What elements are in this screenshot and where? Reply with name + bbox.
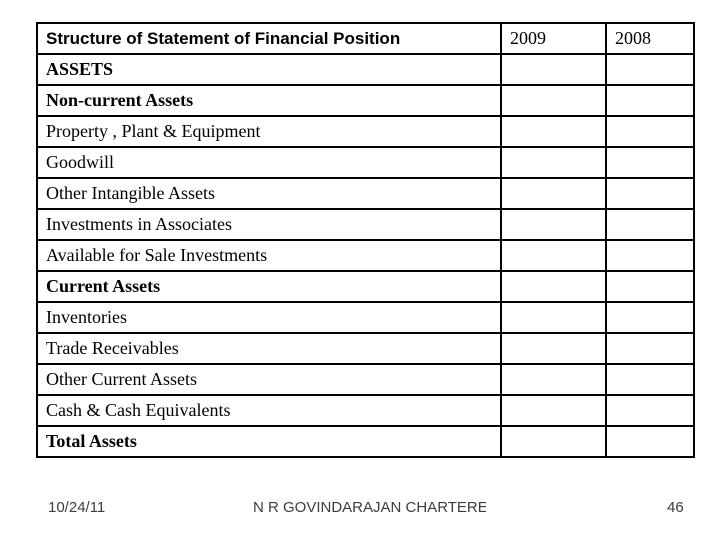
value-cell-2008 <box>605 146 695 179</box>
footer-date: 10/24/11 <box>48 499 106 516</box>
value-cell-2009 <box>500 53 607 86</box>
footer-page-number: 46 <box>667 499 684 516</box>
table-row: Other Intangible Assets <box>36 177 695 210</box>
row-label: Goodwill <box>36 146 502 179</box>
column-header-2008: 2008 <box>605 22 695 55</box>
value-cell-2009 <box>500 177 607 210</box>
table-row: Inventories <box>36 301 695 334</box>
row-label: Current Assets <box>36 270 502 303</box>
value-cell-2009 <box>500 425 607 458</box>
value-cell-2008 <box>605 394 695 427</box>
row-label: Other Current Assets <box>36 363 502 396</box>
table-row: Available for Sale Investments <box>36 239 695 272</box>
value-cell-2008 <box>605 270 695 303</box>
table-body: ASSETS Non-current Assets Property , Plant… <box>36 53 695 458</box>
value-cell-2008 <box>605 84 695 117</box>
column-header-2009: 2009 <box>500 22 607 55</box>
value-cell-2009 <box>500 208 607 241</box>
value-cell-2008 <box>605 425 695 458</box>
table-row: Current Assets <box>36 270 695 303</box>
table-row: ASSETS <box>36 53 695 86</box>
value-cell-2009 <box>500 363 607 396</box>
table-row: Investments in Associates <box>36 208 695 241</box>
row-label: Cash & Cash Equivalents <box>36 394 502 427</box>
row-label: Property , Plant & Equipment <box>36 115 502 148</box>
value-cell-2009 <box>500 239 607 272</box>
row-label: Available for Sale Investments <box>36 239 502 272</box>
table-row: Other Current Assets <box>36 363 695 396</box>
value-cell-2009 <box>500 115 607 148</box>
table-title: Structure of Statement of Financial Posi… <box>36 22 502 55</box>
value-cell-2008 <box>605 332 695 365</box>
table-row: Non-current Assets <box>36 84 695 117</box>
value-cell-2008 <box>605 53 695 86</box>
value-cell-2008 <box>605 115 695 148</box>
row-label: Other Intangible Assets <box>36 177 502 210</box>
value-cell-2008 <box>605 363 695 396</box>
value-cell-2009 <box>500 301 607 334</box>
table-row: Goodwill <box>36 146 695 179</box>
value-cell-2009 <box>500 332 607 365</box>
value-cell-2008 <box>605 239 695 272</box>
value-cell-2009 <box>500 394 607 427</box>
financial-position-table: Structure of Statement of Financial Posi… <box>36 22 695 458</box>
table-header-row: Structure of Statement of Financial Posi… <box>36 22 695 55</box>
table-row: Property , Plant & Equipment <box>36 115 695 148</box>
row-label: Trade Receivables <box>36 332 502 365</box>
footer-author-text: N R GOVINDARAJAN CHARTERED <box>253 499 486 516</box>
value-cell-2009 <box>500 270 607 303</box>
row-label: Investments in Associates <box>36 208 502 241</box>
row-label: ASSETS <box>36 53 502 86</box>
value-cell-2008 <box>605 208 695 241</box>
value-cell-2008 <box>605 177 695 210</box>
value-cell-2008 <box>605 301 695 334</box>
value-cell-2009 <box>500 146 607 179</box>
value-cell-2009 <box>500 84 607 117</box>
row-label: Non-current Assets <box>36 84 502 117</box>
table-row: Cash & Cash Equivalents <box>36 394 695 427</box>
table-row: Total Assets <box>36 425 695 458</box>
row-label: Inventories <box>36 301 502 334</box>
table-row: Trade Receivables <box>36 332 695 365</box>
row-label: Total Assets <box>36 425 502 458</box>
